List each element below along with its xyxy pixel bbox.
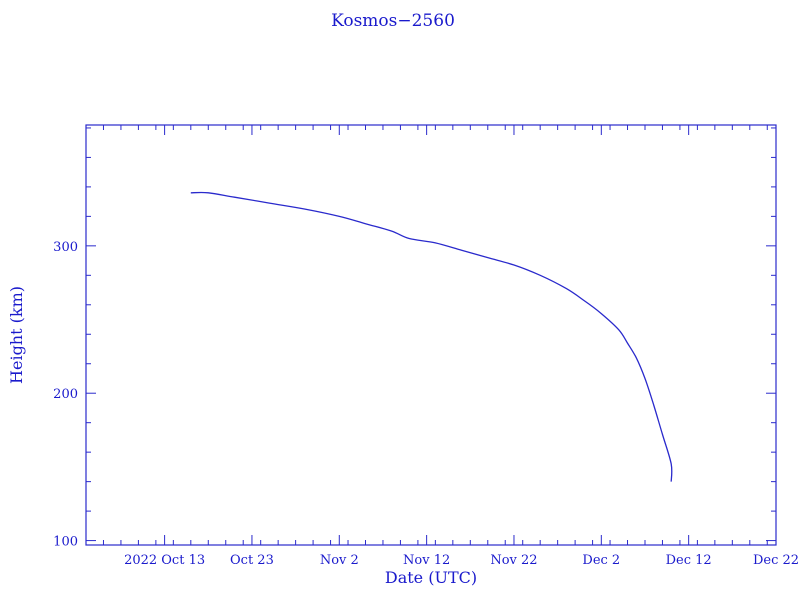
x-tick-label: Nov 22 bbox=[490, 553, 537, 568]
y-tick-label: 100 bbox=[53, 535, 78, 550]
tick-labels: 2022 Oct 13 Oct 23 Nov 2 Nov 12 Nov 22 Dec 2 D… bbox=[53, 240, 799, 568]
x-axis-label: Date (UTC) bbox=[385, 568, 477, 587]
height-series-line bbox=[190, 191, 673, 482]
x-tick-label: Dec 12 bbox=[666, 553, 712, 568]
x-tick-label: Nov 12 bbox=[403, 553, 450, 568]
plot-frame bbox=[85, 124, 777, 546]
x-tick-label: Nov 2 bbox=[320, 553, 359, 568]
y-axis-label: Height (km) bbox=[7, 286, 26, 384]
x-tick-label: Dec 22 bbox=[753, 553, 799, 568]
y-tick-label: 300 bbox=[53, 240, 78, 255]
y-tick-label: 200 bbox=[53, 387, 78, 402]
x-tick-label: Dec 2 bbox=[582, 553, 620, 568]
x-tick-label: 2022 Oct 13 bbox=[124, 553, 205, 568]
chart-title: Kosmos−2560 bbox=[331, 11, 455, 31]
axis-ticks bbox=[85, 125, 777, 545]
x-tick-label: Oct 23 bbox=[230, 553, 274, 568]
